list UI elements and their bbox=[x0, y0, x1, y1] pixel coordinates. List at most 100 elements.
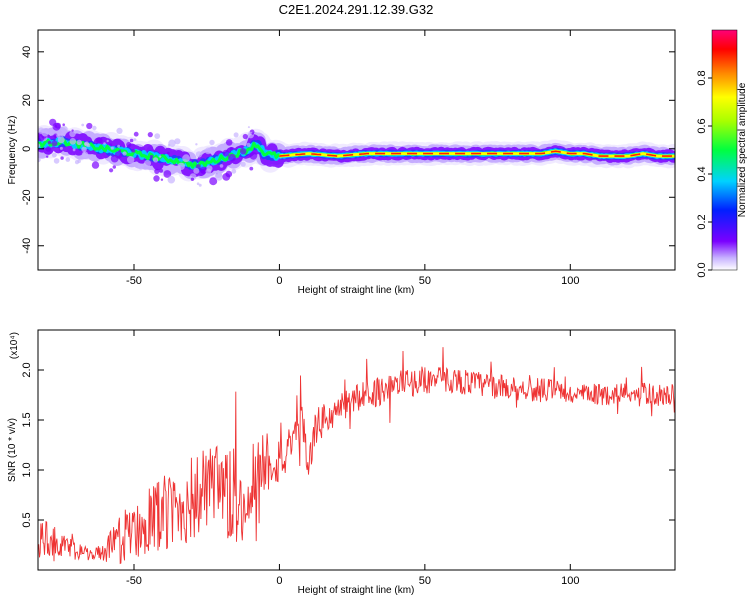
ridge-speckle bbox=[196, 182, 200, 185]
ridge-speckle bbox=[76, 139, 82, 146]
snr-ticks: -50 0 50 100 0.5 1.0 1.5 2.0 bbox=[21, 330, 675, 587]
ridge-speckle bbox=[193, 167, 200, 174]
colorbar: 0.0 0.2 0.4 0.6 0.8 Normalized spectral ampl… bbox=[696, 29, 748, 278]
ridge-speckle bbox=[51, 152, 57, 158]
ridge-speckle bbox=[222, 173, 231, 181]
ridge-speckle bbox=[137, 163, 144, 170]
ridge-speckle bbox=[122, 151, 127, 156]
ridge-speckle bbox=[110, 146, 114, 150]
ridge-core-red bbox=[279, 150, 675, 157]
ridge-speckle bbox=[205, 168, 212, 175]
ridge-speckle bbox=[51, 140, 58, 147]
snr-multiplier: (x10⁴) bbox=[9, 332, 20, 359]
ridge-speckle bbox=[60, 125, 68, 133]
ridge-speckle bbox=[246, 142, 251, 147]
ridge-speckle bbox=[166, 151, 170, 155]
colorbar-label: Normalized spectral amplitude bbox=[737, 82, 748, 217]
ridge-speckle bbox=[221, 148, 225, 152]
spectrogram-panel: -50 0 50 100 -40 -20 0 20 40 Height of straight … bbox=[7, 29, 676, 296]
x-tick-label: -50 bbox=[126, 275, 142, 287]
spectrogram-ticks: -50 0 50 100 -40 -20 0 20 40 bbox=[21, 30, 675, 287]
ridge-speckle bbox=[190, 177, 195, 181]
ridge-speckle bbox=[126, 142, 132, 148]
ridge-speckle bbox=[167, 143, 171, 147]
ridge-speckle bbox=[53, 158, 60, 164]
ridge-speckle bbox=[153, 175, 160, 182]
ridge-speckle bbox=[149, 155, 154, 159]
ridge-speckle bbox=[215, 172, 223, 181]
ridge-speckle bbox=[209, 177, 218, 186]
ridge-speckle bbox=[116, 127, 123, 134]
ridge-speckle bbox=[109, 168, 114, 173]
ridge-speckle bbox=[38, 143, 41, 148]
x-tick-label: 50 bbox=[419, 575, 431, 587]
ridge-speckle bbox=[209, 139, 215, 146]
x-tick-label: 0 bbox=[276, 275, 282, 287]
ridge-speckle bbox=[219, 164, 224, 168]
ridge-speckle bbox=[159, 168, 163, 173]
snr-panel: -50 0 50 100 0.5 1.0 1.5 2.0 Height of straight… bbox=[7, 329, 676, 596]
ridge-speckle bbox=[81, 123, 85, 127]
ridge-speckle bbox=[249, 151, 258, 160]
ridge-speckle bbox=[182, 154, 191, 163]
ridge-speckle bbox=[71, 129, 74, 132]
y-tick-label: 1.5 bbox=[21, 412, 33, 427]
y-tick-label: 2.0 bbox=[21, 362, 33, 377]
ridge-speckle bbox=[46, 155, 49, 158]
snr-ylabel: SNR (10 * v/v) bbox=[7, 418, 18, 482]
ridge-speckle bbox=[251, 132, 254, 135]
ridge-speckle bbox=[133, 131, 139, 137]
ridge-speckle bbox=[74, 160, 80, 165]
ridge-speckle bbox=[60, 132, 65, 137]
y-tick-label: 40 bbox=[21, 46, 33, 58]
ridge-speckle bbox=[198, 183, 202, 187]
ridge-speckle bbox=[158, 155, 162, 158]
y-tick-label: -40 bbox=[21, 238, 33, 254]
ridge-speckle bbox=[177, 162, 185, 170]
x-tick-label: 100 bbox=[561, 275, 579, 287]
y-tick-label: 0.5 bbox=[21, 512, 33, 527]
ridge-speckle bbox=[117, 144, 120, 148]
ridge-speckle bbox=[45, 146, 52, 152]
ridge-speckle bbox=[84, 142, 88, 146]
ridge-speckle bbox=[69, 130, 76, 138]
ridge-speckle bbox=[86, 143, 91, 148]
ridge-speckle bbox=[56, 133, 61, 138]
colorbar-tick-label: 0.2 bbox=[696, 214, 708, 229]
chart-title: C2E1.2024.291.12.39.G32 bbox=[279, 2, 434, 17]
ridge-speckle bbox=[92, 125, 97, 131]
y-tick-label: 1.0 bbox=[21, 462, 33, 477]
ridge-speckle bbox=[57, 136, 65, 144]
ridge-speckle bbox=[160, 178, 164, 181]
ridge-speckle bbox=[86, 122, 93, 130]
x-tick-label: 50 bbox=[419, 275, 431, 287]
ridge-speckle bbox=[240, 148, 247, 155]
ridge-speckle bbox=[114, 151, 123, 159]
y-tick-label: 0 bbox=[21, 146, 33, 152]
colorbar-tick-label: 0.0 bbox=[696, 262, 708, 277]
ridge-speckle bbox=[81, 146, 87, 152]
ridge-speckle bbox=[81, 151, 89, 158]
x-tick-label: -50 bbox=[126, 575, 142, 587]
x-tick-label: 100 bbox=[561, 575, 579, 587]
ridge-speckle bbox=[163, 170, 172, 178]
ridge-speckle bbox=[38, 134, 45, 142]
ridge-speckle bbox=[225, 139, 233, 146]
ridge-speckle bbox=[62, 123, 65, 126]
ridge-speckle bbox=[153, 157, 159, 163]
ridge-speckle bbox=[47, 140, 52, 145]
ridge-speckle bbox=[154, 133, 161, 140]
colorbar-tick-label: 0.6 bbox=[696, 118, 708, 133]
snr-line bbox=[38, 347, 675, 565]
ridge-speckle bbox=[91, 161, 100, 169]
spectrogram-xlabel: Height of straight line (km) bbox=[298, 285, 415, 296]
ridge-speckle bbox=[103, 142, 106, 145]
ridge-speckle bbox=[106, 139, 109, 143]
ridge-speckle bbox=[229, 147, 234, 151]
ridge-speckle bbox=[167, 175, 176, 184]
ridge-speckle bbox=[127, 156, 135, 164]
ridge-speckle bbox=[109, 143, 113, 147]
ridge-speckle bbox=[131, 148, 136, 153]
ridge-speckle bbox=[233, 132, 239, 138]
ridge-speckle bbox=[65, 157, 71, 162]
